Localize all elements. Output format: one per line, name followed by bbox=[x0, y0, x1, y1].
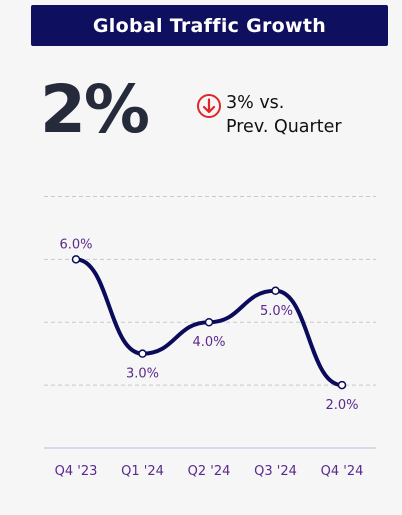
kpi-change-text: 3% vs. Prev. Quarter bbox=[226, 91, 342, 139]
data-point bbox=[337, 380, 347, 390]
x-tick-labels: Q4 '23 Q1 '24 Q2 '24 Q3 '24 Q4 '24 bbox=[55, 464, 364, 479]
data-labels: 6.0% 3.0% 4.0% 5.0% 2.0% bbox=[59, 237, 358, 413]
data-label: 2.0% bbox=[325, 398, 358, 413]
data-point bbox=[271, 286, 280, 296]
x-tick-label: Q1 '24 bbox=[121, 464, 164, 479]
data-label: 4.0% bbox=[192, 335, 225, 350]
kpi-change-value: 3% vs. bbox=[226, 93, 285, 113]
data-points bbox=[71, 255, 347, 390]
kpi-change-period: Prev. Quarter bbox=[226, 117, 342, 137]
data-label: 3.0% bbox=[126, 367, 159, 382]
kpi-value: 2% bbox=[40, 71, 150, 148]
data-label: 6.0% bbox=[59, 237, 92, 252]
chart-gridlines bbox=[44, 195, 376, 386]
data-point bbox=[204, 317, 214, 327]
data-label: 5.0% bbox=[260, 304, 293, 319]
x-tick-label: Q3 '24 bbox=[254, 464, 297, 479]
arrow-down-circle-icon bbox=[197, 94, 221, 118]
data-point bbox=[138, 349, 147, 358]
x-tick-label: Q2 '24 bbox=[188, 464, 231, 479]
x-tick-label: Q4 '23 bbox=[55, 464, 98, 479]
x-tick-label: Q4 '24 bbox=[321, 464, 364, 479]
data-point bbox=[71, 255, 81, 264]
chart-title: Global Traffic Growth bbox=[31, 5, 388, 46]
